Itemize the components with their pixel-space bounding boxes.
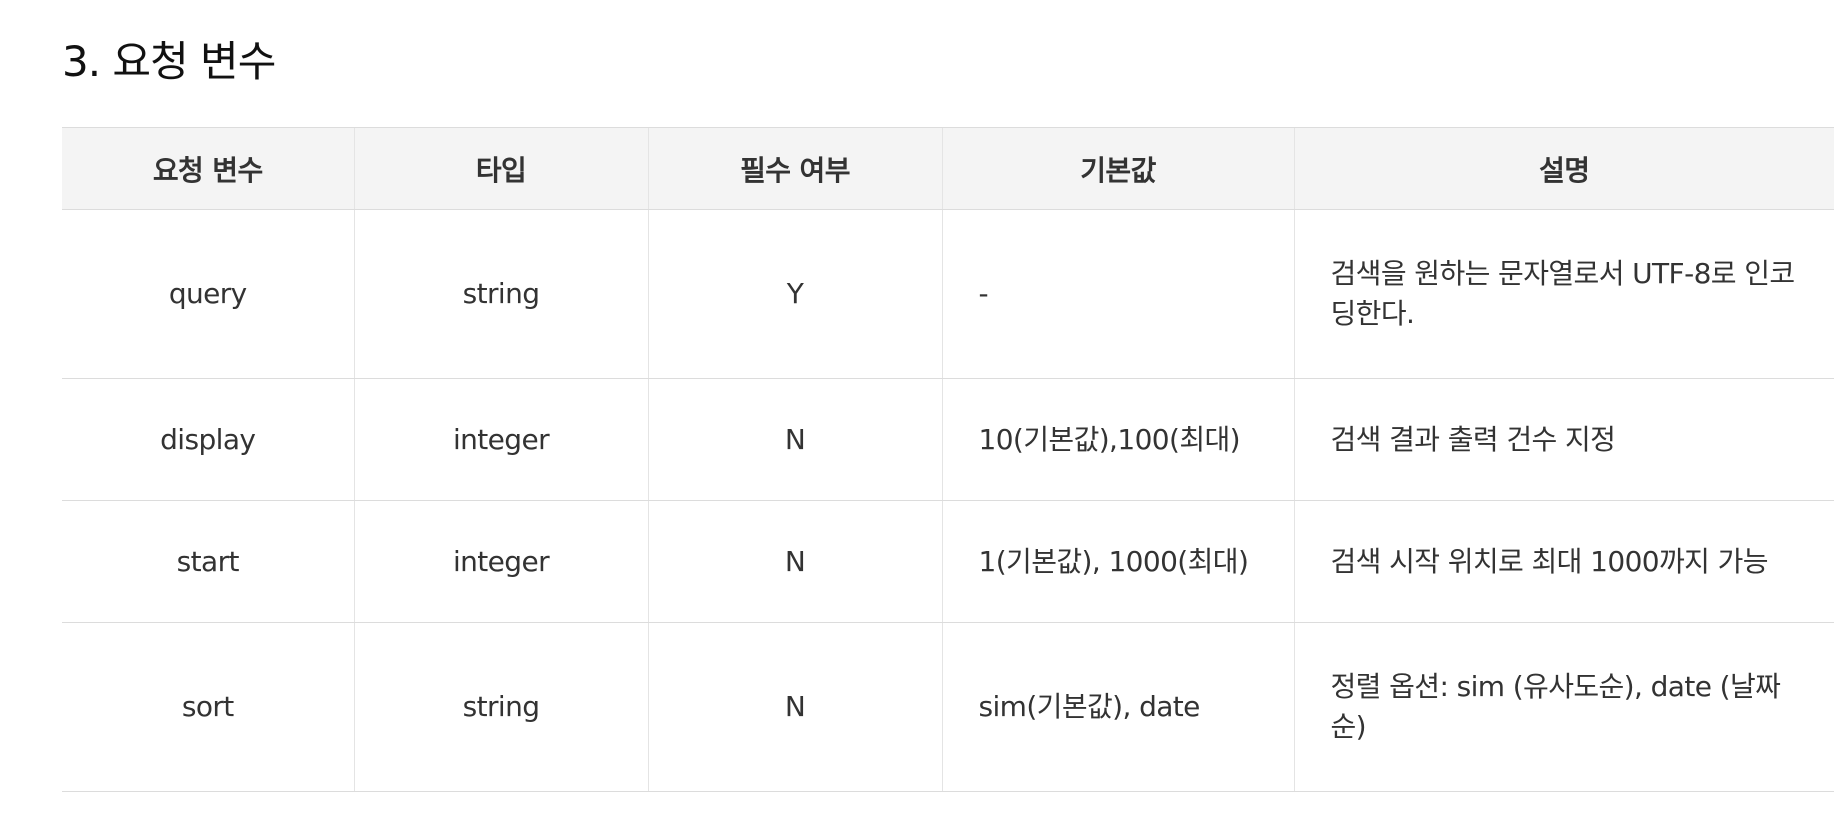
request-params-table: 요청 변수 타입 필수 여부 기본값 설명 query string Y - 검… bbox=[62, 127, 1834, 792]
cell-type: integer bbox=[353, 500, 648, 623]
cell-default: 1(기본값), 1000(최대) bbox=[941, 500, 1294, 623]
cell-param-name: query bbox=[62, 209, 354, 379]
cell-type: string bbox=[353, 622, 648, 792]
cell-param-name: sort bbox=[62, 622, 354, 792]
header-param-name: 요청 변수 bbox=[62, 127, 354, 210]
cell-description: 검색 시작 위치로 최대 1000까지 가능 bbox=[1293, 500, 1834, 623]
cell-param-name: start bbox=[62, 500, 354, 623]
table-header-row: 요청 변수 타입 필수 여부 기본값 설명 bbox=[62, 127, 1834, 210]
cell-required: N bbox=[647, 622, 942, 792]
cell-required: N bbox=[647, 378, 942, 501]
cell-default: 10(기본값),100(최대) bbox=[941, 378, 1294, 501]
cell-description: 검색 결과 출력 건수 지정 bbox=[1293, 378, 1834, 501]
cell-type: integer bbox=[353, 378, 648, 501]
section-title: 3. 요청 변수 bbox=[62, 37, 276, 86]
header-required: 필수 여부 bbox=[647, 127, 942, 210]
cell-type: string bbox=[353, 209, 648, 379]
table-row: sort string N sim(기본값), date 정렬 옵션: sim … bbox=[62, 622, 1834, 792]
table-row: query string Y - 검색을 원하는 문자열로서 UTF-8로 인코… bbox=[62, 209, 1834, 379]
header-default: 기본값 bbox=[941, 127, 1294, 210]
cell-description: 검색을 원하는 문자열로서 UTF-8로 인코딩한다. bbox=[1293, 209, 1834, 379]
cell-param-name: display bbox=[62, 378, 354, 501]
cell-default: - bbox=[941, 209, 1294, 379]
cell-required: N bbox=[647, 500, 942, 623]
table-row: display integer N 10(기본값),100(최대) 검색 결과 … bbox=[62, 378, 1834, 501]
cell-default: sim(기본값), date bbox=[941, 622, 1294, 792]
header-type: 타입 bbox=[353, 127, 648, 210]
cell-required: Y bbox=[647, 209, 942, 379]
cell-description: 정렬 옵션: sim (유사도순), date (날짜순) bbox=[1293, 622, 1834, 792]
header-description: 설명 bbox=[1293, 127, 1834, 210]
table-row: start integer N 1(기본값), 1000(최대) 검색 시작 위… bbox=[62, 500, 1834, 623]
